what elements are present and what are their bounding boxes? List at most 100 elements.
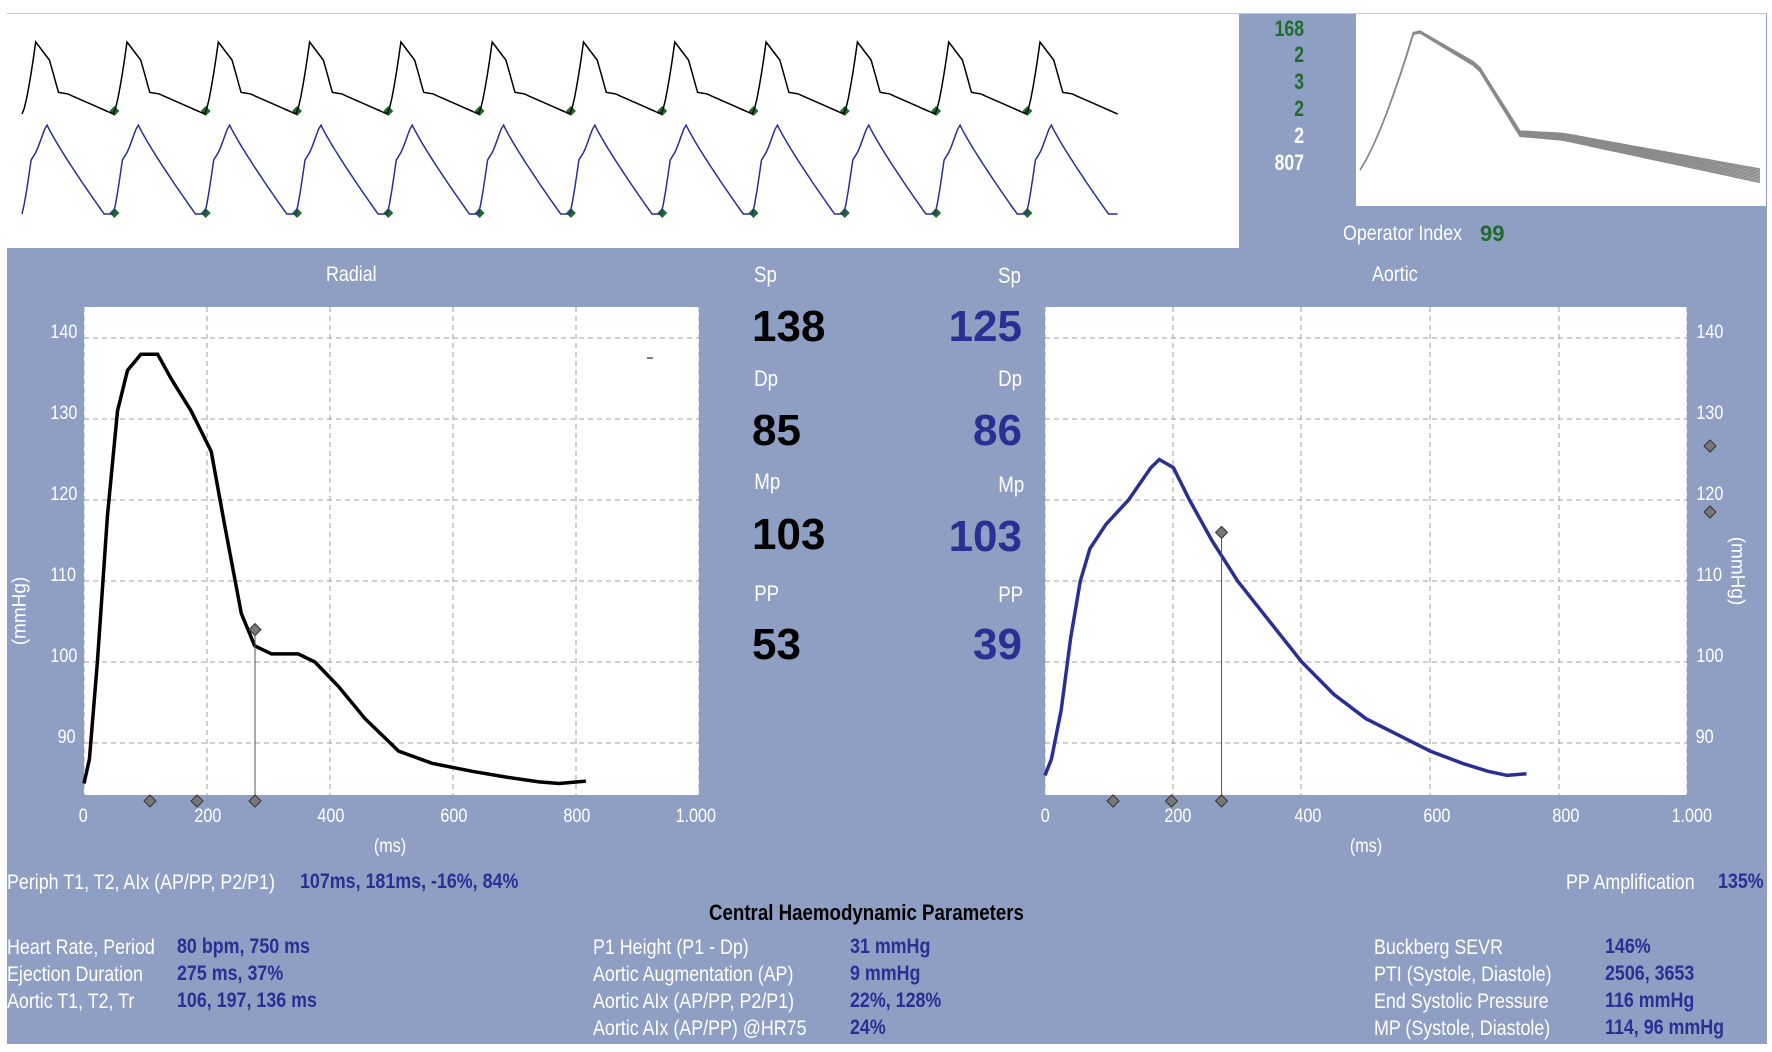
quality-value-1: 168 — [1274, 16, 1304, 41]
aortic-ytick-120: 120 — [1696, 484, 1724, 505]
param-aortic-t-value: 106, 197, 136 ms — [177, 989, 317, 1012]
aortic-sp-value: 125 — [948, 302, 1022, 351]
radial-chart — [82, 307, 700, 808]
beat-marker — [292, 208, 302, 218]
raw-waveform-strip — [7, 14, 1239, 248]
param-pti-value: 2506, 3653 — [1605, 962, 1695, 985]
param-p1-height-label: P1 Height (P1 - Dp) — [593, 936, 749, 959]
radial-x-axis-label: (ms) — [373, 836, 407, 857]
timing-marker — [1214, 525, 1229, 540]
radial-xtick-800: 800 — [563, 806, 591, 827]
radial-mp-label: Mp — [754, 469, 781, 494]
quality-value-5: 2 — [1294, 123, 1304, 148]
quality-value-2: 2 — [1294, 42, 1304, 67]
aortic-ytick-100: 100 — [1696, 646, 1724, 667]
aortic-dp-value: 86 — [973, 406, 1022, 455]
esp-marker — [1703, 505, 1717, 519]
aortic-xtick-0: 0 — [1040, 806, 1050, 827]
operator-index-value: 99 — [1480, 221, 1505, 246]
param-mp-label: MP (Systole, Diastole) — [1374, 1017, 1551, 1040]
radial-xtick-600: 600 — [440, 806, 468, 827]
timing-marker — [1214, 794, 1229, 808]
aortic-xtick-400: 400 — [1294, 806, 1322, 827]
periph-label: Periph T1, T2, AIx (AP/PP, P2/P1) — [7, 871, 275, 894]
aortic-pp-value: 39 — [973, 620, 1022, 669]
overlay-pulse — [1359, 30, 1761, 171]
aortic-markers — [1106, 525, 1229, 808]
quality-value-6: 807 — [1274, 150, 1304, 175]
radial-xtick-0: 0 — [78, 806, 88, 827]
radial-ytick-110: 110 — [50, 565, 77, 586]
pp-amplification-label: PP Amplification — [1566, 871, 1695, 894]
param-aix-label: Aortic AIx (AP/PP, P2/P1) — [593, 990, 795, 1013]
timing-marker — [248, 794, 262, 808]
param-sevr-value: 146% — [1605, 935, 1651, 958]
param-augmentation-label: Aortic Augmentation (AP) — [593, 963, 794, 986]
aortic-plot-area — [1043, 307, 1688, 808]
overlay-pulse — [1359, 31, 1761, 179]
radial-pp-value: 53 — [752, 620, 801, 669]
param-augmentation-value: 9 mmHg — [850, 962, 921, 985]
pp-amplification-value: 135% — [1718, 870, 1764, 893]
aortic-y-axis-label: (mmHg) — [1726, 536, 1748, 606]
radial-grid — [83, 307, 700, 795]
beat-marker — [109, 208, 120, 218]
aortic-xtick-200: 200 — [1164, 806, 1192, 827]
overlay-pulse — [1359, 30, 1761, 172]
radial-ytick-90: 90 — [57, 727, 76, 748]
param-aix-value: 22%, 128% — [850, 989, 942, 1012]
param-ejection-label: Ejection Duration — [7, 963, 143, 986]
param-heart-rate-label: Heart Rate, Period — [7, 936, 155, 959]
beat-marker — [474, 208, 485, 218]
aortic-ytick-90: 90 — [1695, 727, 1714, 748]
radial-pp-label: PP — [754, 581, 780, 606]
aortic-waveform — [1043, 457, 1527, 778]
param-p1-height-value: 31 mmHg — [850, 935, 931, 958]
operator-index-label: Operator Index — [1343, 222, 1463, 245]
radial-ytick-100: 100 — [50, 646, 78, 667]
aortic-x-axis-label: (ms) — [1349, 836, 1383, 857]
aortic-raw-line — [21, 123, 1118, 215]
overlay-pulse — [1359, 31, 1761, 175]
param-aix-hr75-value: 24% — [850, 1016, 886, 1039]
radial-ytick-120: 120 — [50, 484, 78, 505]
radial-xtick-1000: 1.000 — [675, 806, 716, 827]
pulse-overlay-graph — [1359, 30, 1761, 184]
aortic-dp-label: Dp — [998, 366, 1023, 391]
radial-waveform — [82, 352, 587, 786]
quality-value-3: 3 — [1294, 69, 1304, 94]
radial-y-axis-label: (mmHg) — [9, 576, 31, 646]
radial-plot-area — [82, 307, 700, 808]
timing-marker — [1164, 794, 1179, 808]
aortic-ytick-140: 140 — [1696, 322, 1724, 343]
aortic-side-markers — [1703, 439, 1717, 519]
radial-dp-label: Dp — [754, 366, 779, 391]
overlay-pulse — [1359, 31, 1761, 178]
raw-waveform-graph — [21, 40, 1118, 218]
timing-marker — [1106, 794, 1120, 808]
param-sevr-label: Buckberg SEVR — [1374, 936, 1503, 959]
param-esp-value: 116 mmHg — [1605, 989, 1695, 1012]
param-heart-rate-value: 80 bpm, 750 ms — [177, 935, 310, 958]
aortic-grid — [1044, 307, 1688, 795]
overlay-pulse — [1359, 30, 1761, 173]
radial-y-label-wrap: (mmHg) — [9, 577, 56, 646]
beat-marker — [200, 208, 211, 218]
timing-marker — [143, 794, 157, 808]
aortic-y-label-wrap: (mmHg) — [1726, 537, 1772, 606]
radial-xtick-200: 200 — [194, 806, 222, 827]
pulse-overlay-traces — [1359, 30, 1761, 184]
overlay-pulse — [1359, 32, 1761, 184]
aortic-raw-trace — [21, 123, 1118, 218]
beat-marker — [383, 208, 394, 218]
param-esp-label: End Systolic Pressure — [1374, 990, 1549, 1013]
aortic-chart — [1043, 307, 1688, 808]
aortic-mp-label: Mp — [998, 472, 1025, 497]
top-divider — [7, 13, 1767, 14]
pulse-overlay-box — [1356, 14, 1766, 206]
radial-ytick-130: 130 — [50, 403, 78, 424]
radial-raw-line — [21, 40, 1118, 115]
aortic-mp-value: 103 — [948, 512, 1022, 561]
aortic-sp-label: Sp — [998, 263, 1021, 288]
radial-raw-trace — [21, 40, 1118, 116]
